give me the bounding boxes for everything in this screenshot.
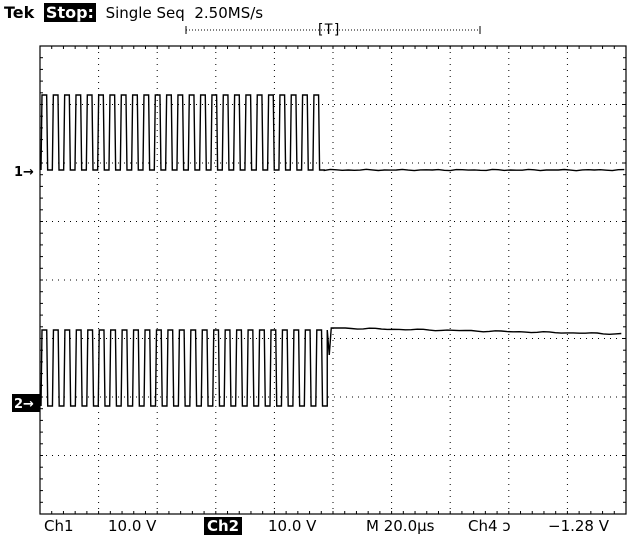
graticule	[39, 45, 627, 515]
ch1-readout: Ch1	[44, 514, 74, 538]
acquisition-mode: Single Seq	[105, 4, 185, 22]
trigger-source: Ch4	[468, 517, 498, 535]
timebase-readout: M 20.0µs	[366, 517, 435, 535]
ch1-label: Ch1	[44, 517, 74, 535]
record-length-bar	[185, 26, 481, 34]
trigger-readout: Ch4 ↄ	[468, 514, 511, 538]
channel-2-trace	[40, 327, 622, 407]
trigger-level-wrap: −1.28 V	[548, 514, 609, 538]
brand-label: Tek	[4, 3, 35, 22]
ch1-scale-wrap: 10.0 V	[108, 514, 156, 538]
channel-1-ground-marker[interactable]: 1→	[14, 165, 34, 180]
timebase-wrap: M 20.0µs	[366, 514, 434, 538]
status-bar: Tek Stop: Single Seq 2.50MS/s	[4, 2, 263, 24]
ch2-scale-wrap: 10.0 V	[268, 514, 316, 538]
trigger-slope-icon: ↄ	[502, 517, 511, 535]
ch1-scale: 10.0 V	[108, 517, 157, 535]
channel-2-marker-bg	[12, 394, 40, 412]
run-state-badge[interactable]: Stop:	[43, 3, 96, 22]
ch2-readout: Ch2	[204, 514, 243, 538]
channel-2-ground-marker[interactable]: 2→	[14, 397, 34, 412]
trigger-level: −1.28 V	[548, 517, 609, 535]
ch2-label[interactable]: Ch2	[204, 517, 243, 535]
channel-1-trace	[40, 94, 625, 172]
sample-rate: 2.50MS/s	[194, 4, 264, 22]
trigger-position-marker: [T]	[316, 22, 341, 38]
ch2-scale: 10.0 V	[268, 517, 317, 535]
